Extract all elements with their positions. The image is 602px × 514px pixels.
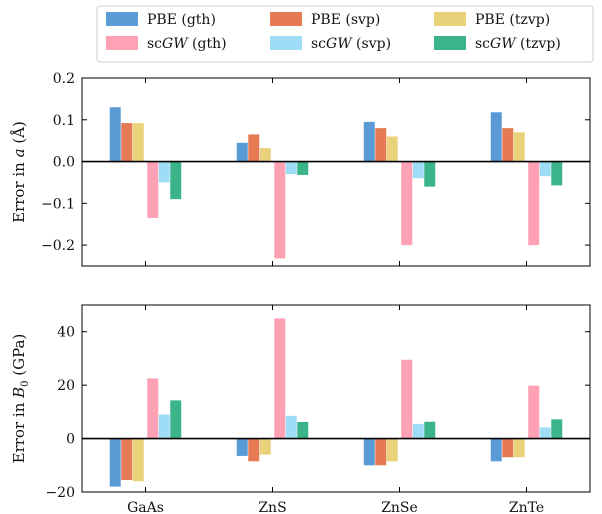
bar — [259, 148, 271, 162]
bar — [109, 107, 121, 162]
bar — [412, 423, 424, 439]
bar — [386, 438, 398, 462]
legend-label: PBE (tzvp) — [475, 12, 550, 28]
x-tick-label: ZnSe — [381, 500, 418, 514]
x-tick-label: ZnTe — [509, 500, 544, 514]
bar — [363, 121, 375, 162]
y-tick-label: 40 — [57, 325, 75, 341]
bar — [147, 378, 159, 439]
y-tick-label: −0.1 — [41, 196, 75, 212]
legend-swatch — [270, 12, 302, 26]
bar — [121, 438, 133, 480]
y-tick-label: −20 — [45, 485, 75, 501]
y-tick-label: 0 — [66, 432, 75, 448]
bar — [412, 161, 424, 179]
bar — [375, 128, 387, 162]
bar — [259, 438, 271, 455]
y-tick-label: 20 — [57, 378, 75, 394]
bar — [170, 161, 182, 200]
legend-label: scGW (gth) — [147, 36, 227, 52]
bar — [297, 422, 309, 439]
legend-label: scGW (svp) — [311, 36, 391, 52]
bar — [502, 438, 514, 458]
bar — [490, 112, 502, 162]
bar — [513, 132, 525, 162]
bar — [285, 161, 297, 175]
panel-lattice-error: −0.2 −0.1 0.0 0.1 0.2 Error in a (Å) — [10, 71, 591, 267]
bar — [539, 427, 551, 439]
legend-label: PBE (svp) — [311, 12, 380, 28]
bar — [528, 161, 540, 246]
legend-frame — [96, 5, 594, 63]
bar — [363, 438, 375, 466]
y-axis-label: Error in a (Å) — [10, 121, 28, 223]
bar — [274, 318, 286, 439]
legend-swatch — [434, 36, 466, 50]
bar — [539, 161, 551, 177]
bar — [528, 385, 540, 439]
bar — [424, 421, 436, 439]
bar — [170, 400, 182, 439]
legend-swatch — [106, 36, 138, 50]
bar — [375, 438, 387, 466]
legend-swatch — [270, 36, 302, 50]
legend: PBE (gth) scGW (gth) PBE (svp) scGW (svp) PB… — [96, 5, 594, 63]
bar — [274, 161, 286, 259]
legend-label: PBE (gth) — [147, 12, 216, 28]
y-axis-label: Error in B0 (GPa) — [10, 334, 31, 464]
bar — [236, 142, 248, 162]
bar — [147, 161, 159, 218]
bar — [551, 419, 563, 439]
bar — [158, 161, 170, 183]
bar — [386, 136, 398, 162]
legend-swatch — [434, 12, 466, 26]
axes-frame — [81, 77, 591, 267]
bar — [121, 123, 133, 162]
bar — [424, 161, 436, 187]
bar — [285, 415, 297, 439]
y-tick-label: −0.2 — [41, 238, 75, 254]
bar — [502, 128, 514, 162]
legend-swatch — [106, 12, 138, 26]
panel-bulk-modulus-error: −20 0 20 40 GaAs ZnS ZnSe ZnTe Error in B0 (GPa) — [10, 304, 591, 514]
bar — [401, 359, 413, 439]
bar — [248, 134, 260, 162]
y-tick-label: 0.2 — [53, 71, 75, 87]
x-tick-label: GaAs — [127, 500, 164, 514]
bar — [132, 123, 144, 162]
y-tick-label: 0.1 — [53, 113, 75, 129]
legend-label: scGW (tzvp) — [475, 36, 561, 52]
bar — [551, 161, 563, 186]
bar — [513, 438, 525, 458]
y-tick-label: 0.0 — [53, 155, 75, 171]
x-tick-label: ZnS — [258, 500, 286, 514]
bar — [490, 438, 502, 462]
axes-frame — [81, 304, 591, 493]
bar — [109, 438, 121, 487]
bar — [297, 161, 309, 175]
bar — [236, 438, 248, 456]
bar — [132, 438, 144, 482]
bar — [248, 438, 260, 462]
bar — [158, 414, 170, 439]
bar — [401, 161, 413, 246]
